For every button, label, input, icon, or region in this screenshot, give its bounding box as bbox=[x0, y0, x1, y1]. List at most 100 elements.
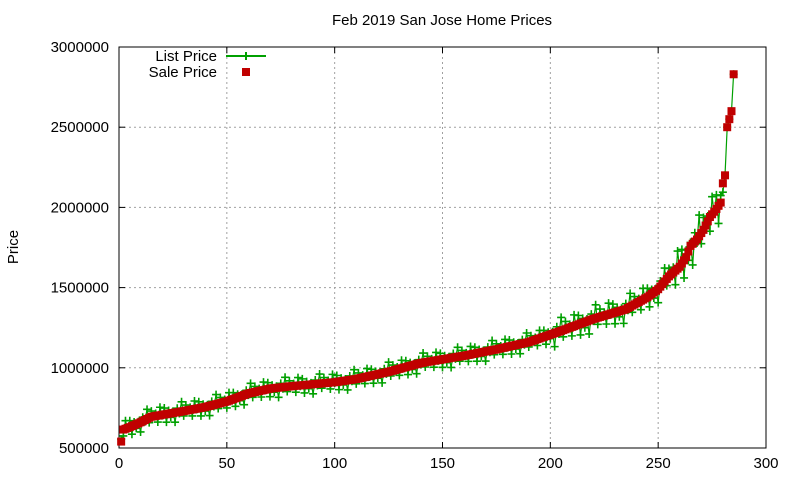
list-price-point bbox=[643, 284, 652, 293]
grid-lines bbox=[119, 47, 766, 448]
list-price-point bbox=[695, 211, 704, 220]
list-price-point bbox=[412, 369, 421, 378]
list-price-point bbox=[595, 305, 604, 314]
list-price-point bbox=[171, 418, 180, 427]
list-price-point bbox=[654, 298, 663, 307]
list-price-point bbox=[453, 343, 462, 352]
sale-price-point bbox=[684, 247, 693, 256]
list-price-point bbox=[240, 400, 249, 409]
list-price-point bbox=[281, 373, 290, 382]
list-price-point bbox=[516, 349, 525, 358]
list-price-point bbox=[466, 342, 475, 351]
legend-marker-sale-price bbox=[242, 68, 250, 76]
list-price-point bbox=[212, 390, 221, 399]
x-tick-label: 100 bbox=[322, 455, 347, 472]
list-price-point bbox=[673, 247, 682, 256]
x-tick-label: 150 bbox=[430, 455, 455, 472]
x-tick-label: 250 bbox=[646, 455, 671, 472]
y-tick-label: 2500000 bbox=[51, 119, 109, 136]
list-price-point bbox=[205, 411, 214, 420]
list-price-point bbox=[177, 397, 186, 406]
list-price-point bbox=[574, 311, 583, 320]
list-price-point bbox=[671, 280, 680, 289]
list-price-point bbox=[602, 320, 611, 329]
sale-price-point bbox=[117, 437, 126, 446]
list-price-point bbox=[608, 300, 617, 309]
x-tick-label: 50 bbox=[218, 455, 235, 472]
sale-price-point bbox=[723, 123, 732, 132]
list-price-point bbox=[162, 418, 171, 427]
y-tick-label: 1500000 bbox=[51, 280, 109, 297]
list-price-point bbox=[488, 336, 497, 345]
list-price-point bbox=[350, 365, 359, 374]
x-tick-label: 300 bbox=[753, 455, 778, 472]
list-price-point bbox=[611, 319, 620, 328]
legend-label-list-price: List Price bbox=[155, 48, 217, 65]
list-price-point bbox=[432, 348, 441, 357]
list-price-point bbox=[680, 273, 689, 282]
list-price-point bbox=[300, 388, 309, 397]
x-tick-label: 200 bbox=[538, 455, 563, 472]
y-tick-label: 2000000 bbox=[51, 199, 109, 216]
list-price-point bbox=[419, 349, 428, 358]
list-price-point bbox=[294, 373, 303, 382]
sale-price-point bbox=[718, 179, 727, 188]
list-price-point bbox=[718, 188, 727, 197]
list-price-point bbox=[447, 363, 456, 372]
list-price-point bbox=[231, 402, 240, 411]
list-price-point bbox=[473, 357, 482, 366]
list-price-point bbox=[561, 317, 570, 326]
x-tick-label: 0 bbox=[115, 455, 123, 472]
chart-title: Feb 2019 San Jose Home Prices bbox=[332, 12, 552, 29]
list-price-point bbox=[604, 299, 613, 308]
list-price-point bbox=[378, 378, 387, 387]
list-price-point bbox=[688, 260, 697, 269]
sale-price-point bbox=[721, 171, 730, 180]
list-price-point bbox=[636, 305, 645, 314]
sale-price-point bbox=[729, 70, 738, 79]
legend-label-sale-price: Sale Price bbox=[149, 64, 217, 81]
legend: List Price Sale Price bbox=[149, 48, 266, 81]
list-price-point bbox=[143, 405, 152, 414]
list-price-point bbox=[155, 403, 164, 412]
sale-price-point bbox=[703, 217, 712, 226]
list-price-point bbox=[585, 329, 594, 338]
list-price-point bbox=[384, 358, 393, 367]
list-price-point bbox=[246, 379, 255, 388]
list-price-point bbox=[567, 331, 576, 340]
list-price-point bbox=[576, 330, 585, 339]
list-price-point bbox=[369, 379, 378, 388]
sale-price-series bbox=[117, 70, 738, 446]
list-price-point bbox=[550, 342, 559, 351]
list-price-point bbox=[136, 427, 145, 436]
y-axis-label: Price bbox=[5, 230, 22, 264]
list-price-point bbox=[274, 393, 283, 402]
list-price-point bbox=[309, 389, 318, 398]
list-price-point bbox=[438, 363, 447, 372]
list-price-point bbox=[315, 370, 324, 379]
list-price-point bbox=[403, 370, 412, 379]
y-tick-label: 500000 bbox=[59, 440, 109, 457]
y-tick-label: 3000000 bbox=[51, 39, 109, 56]
y-tick-label: 1000000 bbox=[51, 360, 109, 377]
list-price-point bbox=[619, 319, 628, 328]
sale-price-point bbox=[699, 225, 708, 234]
list-price-point bbox=[542, 340, 551, 349]
list-price-point bbox=[334, 385, 343, 394]
list-price-point bbox=[522, 328, 531, 337]
sale-price-point bbox=[725, 115, 734, 124]
list-price-point bbox=[507, 350, 516, 359]
list-price-point bbox=[343, 385, 352, 394]
list-price-point bbox=[127, 430, 136, 439]
sale-price-point bbox=[701, 221, 710, 230]
list-price-point bbox=[626, 289, 635, 298]
list-price-point bbox=[196, 411, 205, 420]
axis-ticks: 0 50 100 150 200 250 300 500000 1000000 1500000 20… bbox=[51, 39, 779, 472]
list-price-point bbox=[714, 219, 723, 228]
list-price-point bbox=[708, 192, 717, 201]
list-price-point bbox=[265, 392, 274, 401]
list-price-point bbox=[591, 300, 600, 309]
sale-price-point bbox=[682, 253, 691, 262]
